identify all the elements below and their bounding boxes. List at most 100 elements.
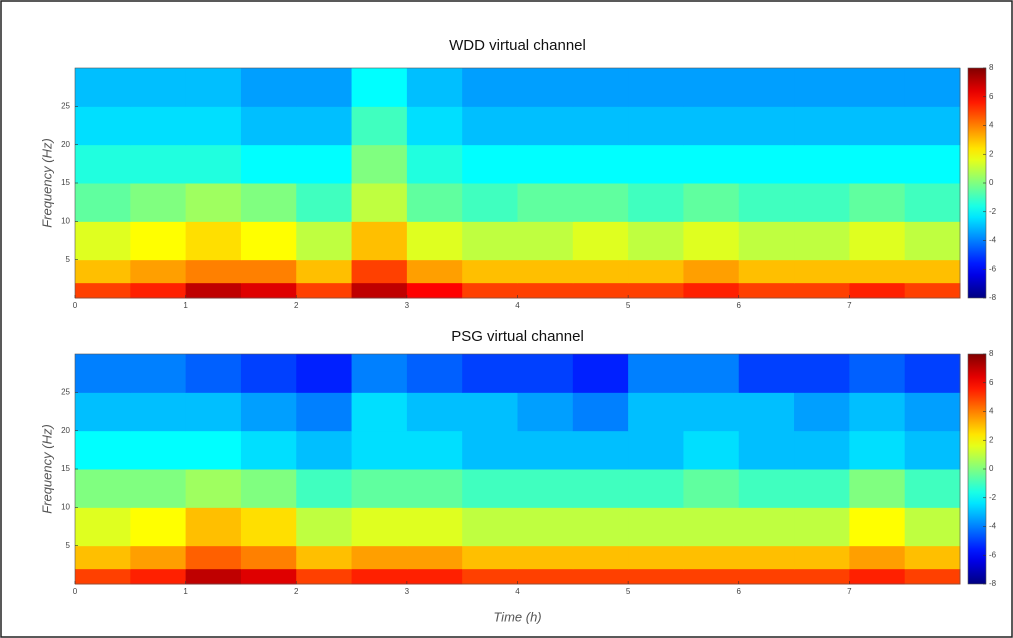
heatmap-cell [407,354,463,393]
x-tick-label: 2 [294,587,299,596]
heatmap-cell [462,569,518,585]
heatmap-cell [462,106,518,145]
heatmap-cell [462,68,518,107]
heatmap-cell [462,221,518,260]
heatmap-cell [573,546,629,570]
heatmap-cell [628,221,684,260]
heatmap-cell [794,507,850,546]
heatmap-cell [849,221,905,260]
heatmap-cell [794,431,850,470]
heatmap-cell [186,221,242,260]
heatmap-cell [241,431,297,470]
heatmap-cell [794,283,850,299]
heatmap-cell [739,183,795,222]
heatmap-cell [296,546,352,570]
heatmap-cell [241,68,297,107]
colorbar-tick-label: 2 [989,435,994,444]
heatmap-cell [130,354,186,393]
heatmap-cell [296,469,352,508]
heatmap-cell [573,106,629,145]
heatmap-cell [518,392,574,431]
heatmap-cell [296,431,352,470]
heatmap-cell [683,392,739,431]
colorbar-tick-label: -8 [989,293,997,302]
colorbar-tick-label: -6 [989,264,997,273]
x-tick-label: 4 [515,301,520,310]
heatmap-cell [905,260,961,284]
heatmap-cell [186,469,242,508]
colorbar-tick-label: -6 [989,550,997,559]
heatmap-cell [739,354,795,393]
heatmap-cell [75,469,131,508]
heatmap-cell [683,469,739,508]
heatmap-cell [628,183,684,222]
heatmap-cell [739,469,795,508]
heatmap-cell [241,106,297,145]
heatmap-cell [905,546,961,570]
heatmap-cell [683,221,739,260]
heatmap-cell [794,106,850,145]
heatmap-cell [186,392,242,431]
heatmap-cell [75,569,131,585]
heatmap-cell [241,507,297,546]
heatmap-cell [407,260,463,284]
heatmap-cell [352,106,408,145]
heatmap-cell [241,260,297,284]
heatmap-cell [794,569,850,585]
heatmap-cell [462,546,518,570]
heatmap-cell [794,546,850,570]
heatmap-cell [573,283,629,299]
colorbar-tick-label: -4 [989,522,997,531]
heatmap-cell [573,68,629,107]
heatmap-cell [518,260,574,284]
heatmap-cell [849,68,905,107]
heatmap-cell [462,260,518,284]
heatmap-cell [739,283,795,299]
x-tick-label: 6 [737,587,742,596]
heatmap-cell [130,469,186,508]
heatmap-cell [352,507,408,546]
y-tick-label: 25 [61,387,70,396]
heatmap-cell [683,546,739,570]
heatmap-cell [352,469,408,508]
heatmap-cell [241,569,297,585]
heatmap-cell [75,145,131,184]
heatmap-cell [352,354,408,393]
heatmap-cell [683,183,739,222]
heatmap-cell [518,68,574,107]
colorbar-tick-label: 0 [989,178,994,187]
colorbar-tick-label: 6 [989,92,994,101]
heatmap-cell [794,469,850,508]
heatmap-cell [186,260,242,284]
heatmap-cell [296,183,352,222]
heatmap-cell [130,392,186,431]
heatmap-cell [130,260,186,284]
heatmap-cell [794,145,850,184]
x-tick-label: 2 [294,301,299,310]
heatmap-cell [462,431,518,470]
heatmap-cell [241,221,297,260]
x-tick-label: 3 [405,587,410,596]
heatmap-cell [186,431,242,470]
heatmap-cell [683,507,739,546]
heatmap-cell [75,260,131,284]
heatmap-cell [296,283,352,299]
heatmap-cell [186,68,242,107]
heatmap-cell [407,392,463,431]
heatmap-cell [462,507,518,546]
heatmap-cell [130,283,186,299]
heatmap-cell [518,431,574,470]
heatmap-cell [849,145,905,184]
heatmap-cell [849,106,905,145]
heatmap-cell [186,145,242,184]
heatmap-cell [241,546,297,570]
heatmap-cell [296,507,352,546]
y-tick-label: 5 [66,541,71,550]
heatmap-cell [241,354,297,393]
y-tick-label: 10 [61,502,70,511]
heatmap-cell [296,145,352,184]
heatmap-cell [462,283,518,299]
heatmap-cell [739,106,795,145]
x-tick-label: 7 [847,587,852,596]
heatmap-cell [628,507,684,546]
